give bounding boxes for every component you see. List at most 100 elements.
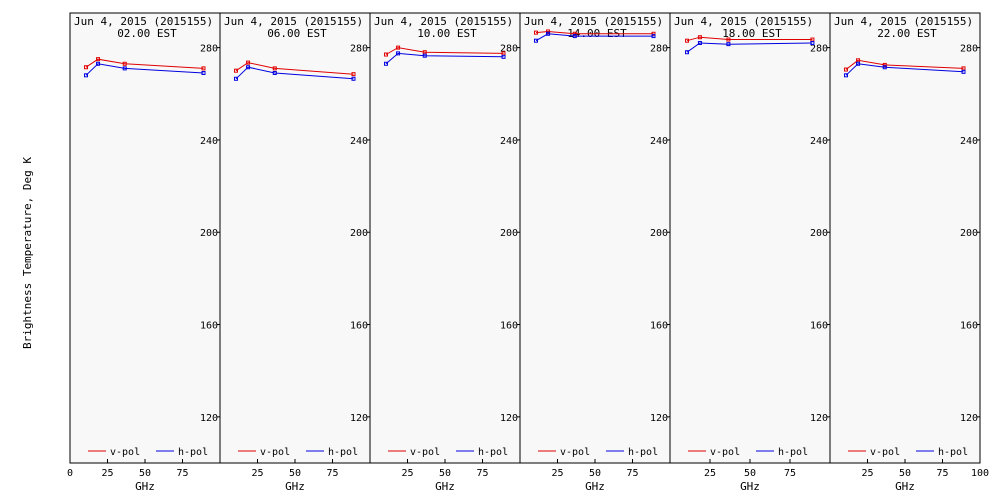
panel-title: Jun 4, 2015 (2015155) xyxy=(374,15,513,28)
y-tick-label: 120 xyxy=(650,413,668,424)
y-tick-label: 120 xyxy=(350,413,368,424)
data-point-v-pol xyxy=(383,52,388,57)
data-point-h-pol xyxy=(726,42,731,47)
series-line-h-pol xyxy=(535,33,654,42)
x-axis-label: GHz xyxy=(895,480,915,493)
x-axis-label: GHz xyxy=(740,480,760,493)
chart-panel-5: Jun 4, 2015 (2015155)18.00 EST 120 160 200 2… xyxy=(669,12,831,493)
y-tick-label: 240 xyxy=(960,136,978,147)
x-axis-label: GHz xyxy=(435,480,455,493)
y-tick-label: 240 xyxy=(350,136,368,147)
x-tick-label: 75 xyxy=(626,468,638,479)
x-tick-label: 50 xyxy=(744,468,756,479)
data-point-h-pol xyxy=(272,71,277,75)
y-tick-label: 160 xyxy=(350,321,368,332)
y-tick-label: 240 xyxy=(500,136,518,147)
series-line-h-pol xyxy=(845,63,964,76)
x-tick-label: 25 xyxy=(251,468,263,479)
data-point-h-pol xyxy=(122,66,127,71)
data-point-v-pol xyxy=(396,45,401,50)
y-tick-label: 240 xyxy=(810,136,828,147)
chart-panel-2: Jun 4, 2015 (2015155)06.00 EST 120 160 200 2… xyxy=(219,12,371,493)
legend-label-h-pol: h-pol xyxy=(478,447,508,458)
y-tick-label: 160 xyxy=(650,321,668,332)
x-tick-label: 50 xyxy=(439,468,451,479)
panel-title: Jun 4, 2015 (2015155) xyxy=(674,15,813,28)
data-point-h-pol xyxy=(422,53,427,58)
series-line-v-pol xyxy=(845,59,964,70)
x-tick-label: 75 xyxy=(476,468,488,479)
chart-panel-6: Jun 4, 2015 (2015155)22.00 EST 120 160 200 2… xyxy=(829,12,989,493)
data-point-h-pol xyxy=(533,38,538,43)
data-point-h-pol xyxy=(96,61,101,66)
data-point-h-pol xyxy=(501,54,506,59)
series-line-v-pol xyxy=(235,62,354,75)
y-tick-label: 280 xyxy=(500,44,518,55)
legend-label-v-pol: v-pol xyxy=(410,447,440,458)
data-point-v-pol xyxy=(351,72,356,77)
x-axis-label: GHz xyxy=(585,480,605,493)
plot-frame xyxy=(519,12,671,464)
y-tick-label: 160 xyxy=(960,321,978,332)
series-line-h-pol xyxy=(686,42,813,53)
series-line-v-pol xyxy=(535,30,654,35)
y-tick-label: 120 xyxy=(500,413,518,424)
x-tick-label: 75 xyxy=(936,468,948,479)
legend-label-h-pol: h-pol xyxy=(938,447,968,458)
x-tick-label: 50 xyxy=(589,468,601,479)
plot-frame xyxy=(69,12,221,464)
y-tick-label: 280 xyxy=(810,44,828,55)
legend-label-v-pol: v-pol xyxy=(870,447,900,458)
legend-label-v-pol: v-pol xyxy=(560,447,590,458)
panel-title: Jun 4, 2015 (2015155) xyxy=(834,15,973,28)
y-tick-label: 120 xyxy=(810,413,828,424)
data-point-h-pol xyxy=(572,34,577,39)
panel-title: Jun 4, 2015 (2015155) xyxy=(74,15,213,28)
data-point-v-pol xyxy=(651,31,656,36)
plot-frame xyxy=(369,12,521,464)
legend-label-v-pol: v-pol xyxy=(110,447,140,458)
panel-subtitle: 22.00 EST xyxy=(877,27,937,40)
x-tick-label: 75 xyxy=(326,468,338,479)
y-tick-label: 280 xyxy=(960,44,978,55)
x-tick-label: 75 xyxy=(784,468,796,479)
data-point-v-pol xyxy=(726,37,731,42)
chart-panel-1: Jun 4, 2015 (2015155)02.00 EST 120 160 200 2… xyxy=(67,12,221,493)
data-point-h-pol xyxy=(697,41,702,45)
data-point-v-pol xyxy=(246,60,251,65)
data-point-v-pol xyxy=(96,57,101,62)
series-line-h-pol xyxy=(385,52,504,65)
data-point-h-pol xyxy=(83,73,88,78)
data-point-h-pol xyxy=(856,61,861,66)
x-tick-label: 50 xyxy=(899,468,911,479)
data-point-v-pol xyxy=(201,66,206,71)
data-point-v-pol xyxy=(685,38,690,43)
data-point-v-pol xyxy=(122,61,127,66)
legend-label-v-pol: v-pol xyxy=(260,447,290,458)
data-point-v-pol xyxy=(272,66,277,71)
x-tick-label: 25 xyxy=(861,468,873,479)
y-tick-label: 240 xyxy=(200,136,218,147)
x-tick-label: 50 xyxy=(289,468,301,479)
panel-title: Jun 4, 2015 (2015155) xyxy=(224,15,363,28)
series-line-h-pol xyxy=(85,63,204,76)
y-tick-label: 200 xyxy=(960,228,978,239)
data-point-h-pol xyxy=(810,41,815,45)
data-point-v-pol xyxy=(572,31,577,36)
y-tick-label: 120 xyxy=(960,413,978,424)
data-point-v-pol xyxy=(697,35,702,40)
series-line-v-pol xyxy=(385,47,504,55)
x-tick-label: 25 xyxy=(101,468,113,479)
y-tick-label: 200 xyxy=(200,228,218,239)
series-line-h-pol xyxy=(235,66,354,80)
y-tick-label: 200 xyxy=(500,228,518,239)
y-tick-label: 160 xyxy=(810,321,828,332)
data-point-v-pol xyxy=(533,30,538,35)
y-tick-label: 120 xyxy=(200,413,218,424)
data-point-h-pol xyxy=(685,50,690,55)
panel-subtitle: 10.00 EST xyxy=(417,27,477,40)
y-tick-label: 200 xyxy=(810,228,828,239)
plot-frame xyxy=(669,12,831,464)
legend-label-h-pol: h-pol xyxy=(328,447,358,458)
